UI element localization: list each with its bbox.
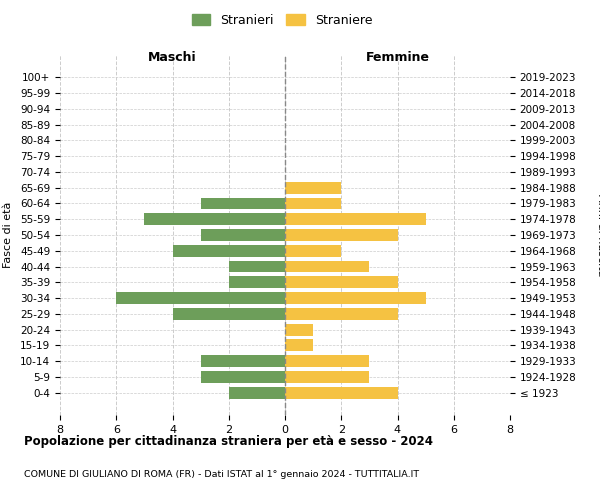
Y-axis label: Anni di nascita: Anni di nascita [596, 194, 600, 276]
Bar [116, 292, 285, 304]
Bar [173, 245, 285, 256]
Text: Popolazione per cittadinanza straniera per età e sesso - 2024: Popolazione per cittadinanza straniera p… [24, 435, 433, 448]
Bar [285, 198, 341, 209]
Bar [285, 340, 313, 351]
Y-axis label: Fasce di età: Fasce di età [3, 202, 13, 268]
Bar [285, 229, 398, 241]
Bar [200, 198, 285, 209]
Bar [285, 214, 425, 225]
Bar [285, 260, 370, 272]
Bar [200, 371, 285, 383]
Bar [173, 308, 285, 320]
Bar [285, 292, 425, 304]
Bar [285, 308, 398, 320]
Bar [145, 214, 285, 225]
Bar [229, 276, 285, 288]
Bar [285, 245, 341, 256]
Bar [229, 387, 285, 398]
Bar [285, 276, 398, 288]
Bar [285, 356, 370, 367]
Bar [200, 229, 285, 241]
Text: COMUNE DI GIULIANO DI ROMA (FR) - Dati ISTAT al 1° gennaio 2024 - TUTTITALIA.IT: COMUNE DI GIULIANO DI ROMA (FR) - Dati I… [24, 470, 419, 479]
Text: Femmine: Femmine [365, 51, 430, 64]
Bar [229, 260, 285, 272]
Bar [285, 182, 341, 194]
Bar [285, 371, 370, 383]
Bar [285, 324, 313, 336]
Bar [200, 356, 285, 367]
Bar [285, 387, 398, 398]
Legend: Stranieri, Straniere: Stranieri, Straniere [187, 8, 377, 32]
Text: Maschi: Maschi [148, 51, 197, 64]
